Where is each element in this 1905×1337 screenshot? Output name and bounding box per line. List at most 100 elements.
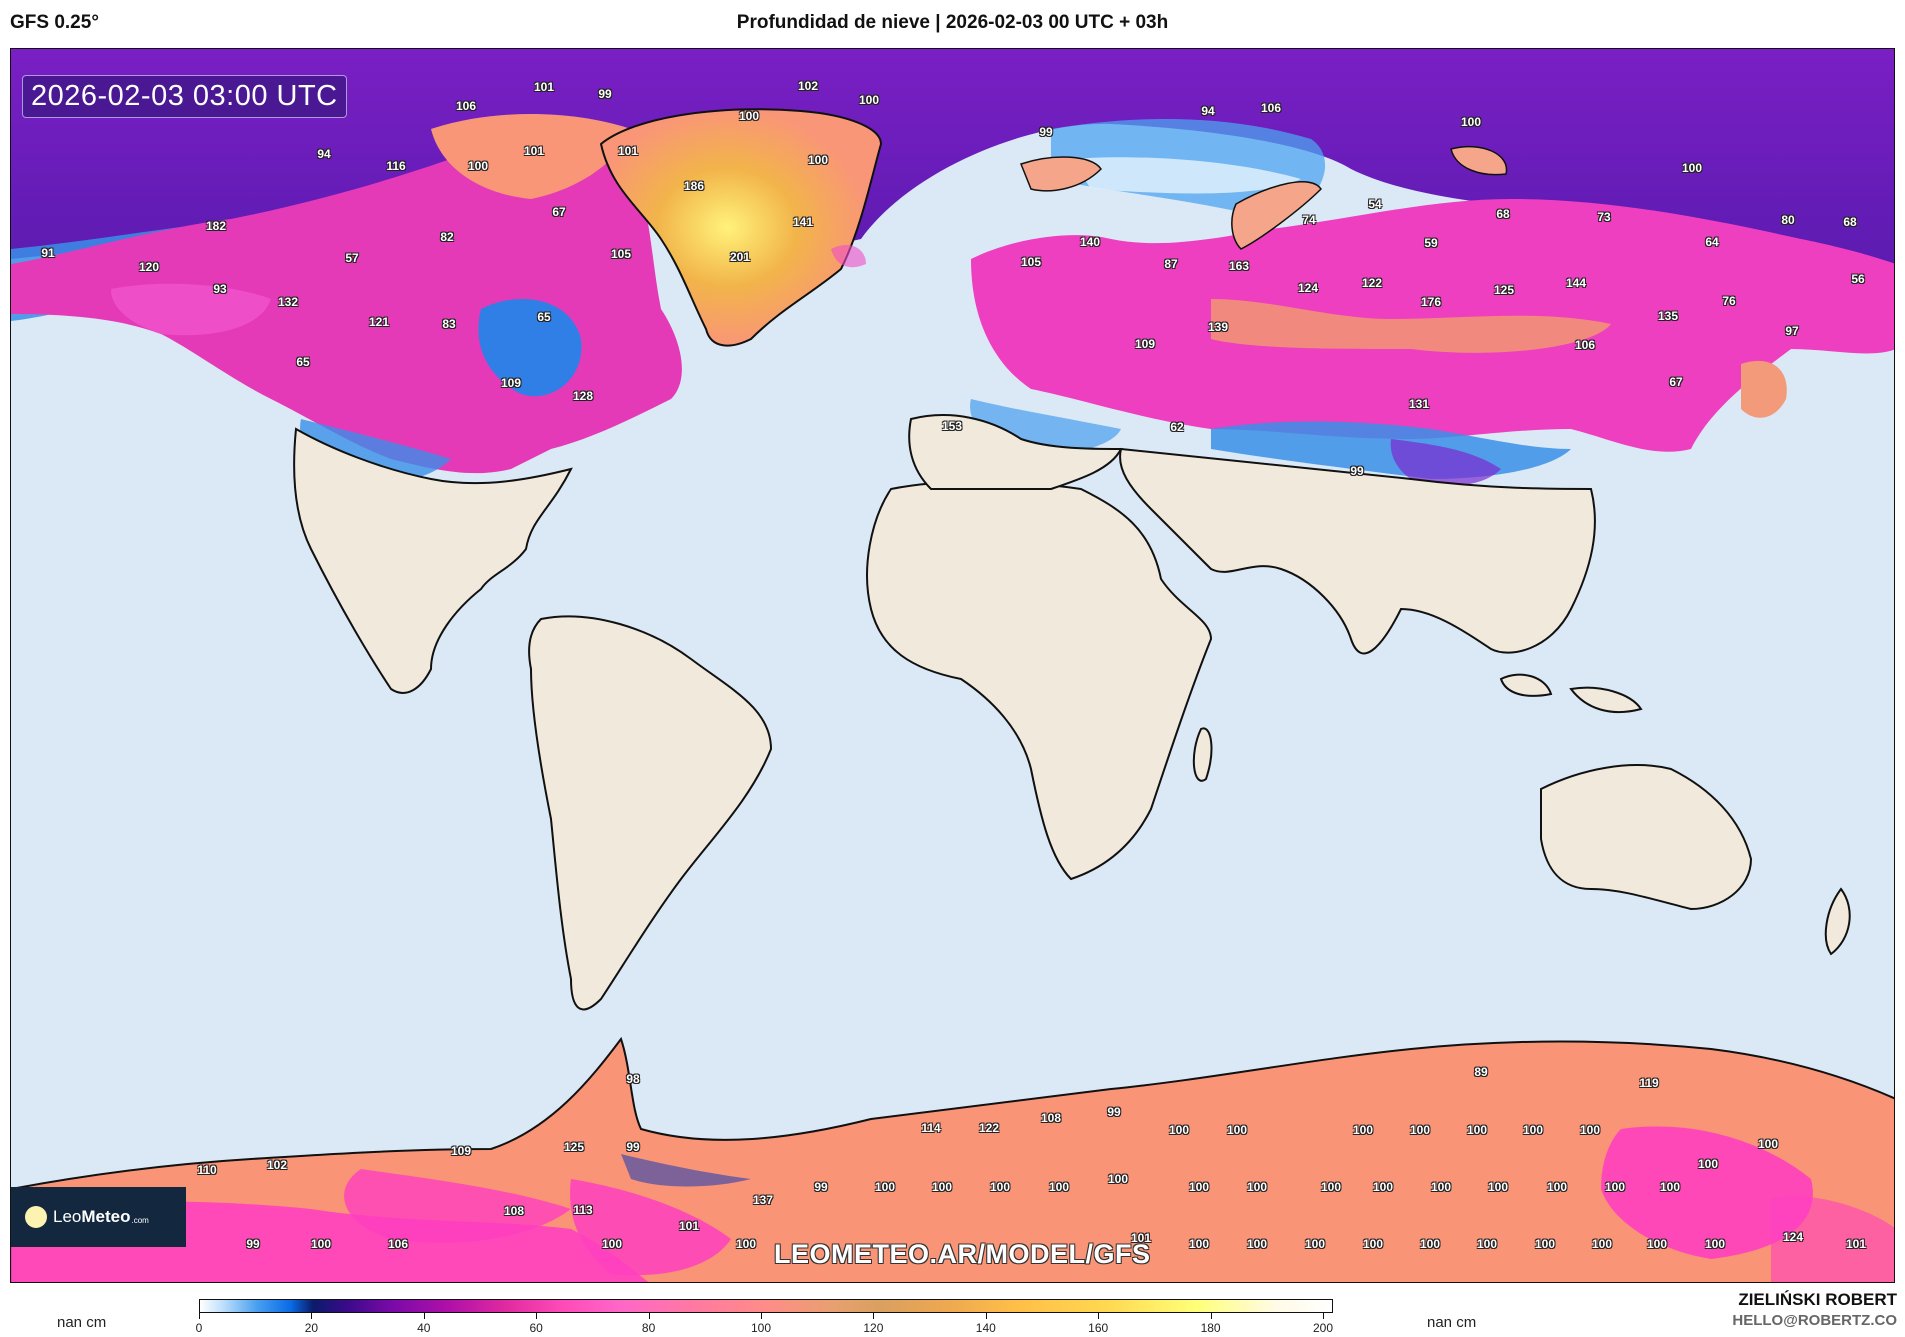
snow-depth-value-label: 144 bbox=[1565, 276, 1587, 290]
snow-depth-value-label: 100 bbox=[1757, 1137, 1779, 1151]
model-label: GFS 0.25° bbox=[10, 12, 99, 33]
snow-depth-value-label: 74 bbox=[1302, 213, 1316, 227]
snow-depth-value-label: 100 bbox=[1409, 1123, 1431, 1137]
snow-depth-value-label: 101 bbox=[678, 1219, 700, 1233]
logo-text-com: .com bbox=[131, 1215, 149, 1225]
snow-depth-value-label: 65 bbox=[537, 310, 551, 324]
snow-depth-value-label: 106 bbox=[455, 99, 477, 113]
snow-depth-value-label: 140 bbox=[1079, 235, 1101, 249]
snow-depth-value-label: 100 bbox=[931, 1180, 953, 1194]
snow-depth-value-label: 106 bbox=[1574, 338, 1596, 352]
snow-depth-value-label: 99 bbox=[246, 1237, 260, 1251]
snow-depth-value-label: 125 bbox=[1493, 283, 1515, 297]
snow-depth-value-label: 100 bbox=[1430, 1180, 1452, 1194]
author-email[interactable]: HELLO@ROBERTZ.CO bbox=[1732, 1312, 1897, 1329]
colorbar-tick-mark bbox=[873, 1313, 875, 1319]
snow-depth-value-label: 83 bbox=[442, 317, 456, 331]
snow-depth-value-label: 114 bbox=[921, 1121, 941, 1135]
snow-depth-value-label: 132 bbox=[277, 295, 299, 309]
colorbar-right-unit: nan cm bbox=[1427, 1314, 1477, 1331]
snow-depth-value-label: 100 bbox=[1107, 1172, 1129, 1186]
snow-depth-value-label: 100 bbox=[1460, 115, 1482, 129]
snow-depth-value-label: 100 bbox=[1320, 1180, 1342, 1194]
colorbar-tick-label: 140 bbox=[975, 1321, 996, 1335]
colorbar-tick-label: 0 bbox=[195, 1321, 203, 1335]
snow-depth-value-label: 100 bbox=[1476, 1237, 1498, 1251]
snow-depth-value-label: 68 bbox=[1843, 215, 1857, 229]
snow-depth-value-label: 100 bbox=[601, 1237, 623, 1251]
snow-depth-value-label: 99 bbox=[626, 1140, 640, 1154]
snow-depth-value-label: 101 bbox=[523, 144, 545, 158]
snow-depth-value-label: 137 bbox=[752, 1193, 774, 1207]
colorbar-tick-mark bbox=[1210, 1313, 1212, 1319]
snow-depth-value-label: 100 bbox=[1659, 1180, 1681, 1194]
snow-depth-value-label: 91 bbox=[41, 246, 55, 260]
snow-depth-value-label: 106 bbox=[1260, 101, 1282, 115]
snow-depth-value-label: 153 bbox=[941, 419, 963, 433]
snow-depth-value-label: 64 bbox=[1705, 235, 1719, 249]
snow-depth-value-label: 89 bbox=[1474, 1065, 1488, 1079]
logo-text-leo: Leo bbox=[53, 1207, 82, 1226]
snow-depth-value-label: 100 bbox=[1246, 1237, 1268, 1251]
snow-depth-value-label: 100 bbox=[1534, 1237, 1556, 1251]
snow-depth-value-label: 186 bbox=[683, 179, 705, 193]
snow-depth-value-label: 163 bbox=[1228, 259, 1250, 273]
source-watermark: LEOMETEO.AR/MODEL/GFS bbox=[774, 1239, 1151, 1269]
snow-depth-value-label: 99 bbox=[814, 1180, 828, 1194]
colorbar-tick-mark bbox=[311, 1313, 313, 1319]
snow-depth-value-label: 100 bbox=[1362, 1237, 1384, 1251]
snow-depth-value-label: 100 bbox=[310, 1237, 332, 1251]
snow-depth-value-label: 73 bbox=[1597, 210, 1611, 224]
colorbar-tick-label: 60 bbox=[529, 1321, 543, 1335]
snow-depth-value-label: 62 bbox=[1170, 420, 1184, 434]
colorbar-tick-label: 40 bbox=[417, 1321, 431, 1335]
colorbar bbox=[199, 1299, 1333, 1313]
snow-depth-value-label: 201 bbox=[729, 250, 751, 264]
snow-depth-value-label: 101 bbox=[1845, 1237, 1867, 1251]
snow-depth-value-label: 105 bbox=[1020, 255, 1042, 269]
snow-depth-value-label: 93 bbox=[213, 282, 227, 296]
snow-depth-value-label: 100 bbox=[1681, 161, 1703, 175]
snow-depth-value-label: 98 bbox=[626, 1072, 640, 1086]
snow-depth-value-label: 100 bbox=[1604, 1180, 1626, 1194]
snow-depth-value-label: 110 bbox=[197, 1163, 217, 1177]
snow-depth-value-label: 99 bbox=[1039, 125, 1053, 139]
snow-depth-value-label: 105 bbox=[610, 247, 632, 261]
snow-depth-value-label: 176 bbox=[1420, 295, 1442, 309]
snow-depth-value-label: 97 bbox=[1785, 324, 1799, 338]
snow-depth-value-label: 59 bbox=[1424, 236, 1438, 250]
valid-time-badge: 2026-02-03 03:00 UTC bbox=[22, 75, 347, 118]
colorbar-tick-label: 160 bbox=[1088, 1321, 1109, 1335]
snow-depth-value-label: 100 bbox=[1466, 1123, 1488, 1137]
snow-depth-value-label: 99 bbox=[598, 87, 612, 101]
snow-depth-value-label: 100 bbox=[1522, 1123, 1544, 1137]
snow-depth-value-label: 102 bbox=[266, 1158, 288, 1172]
snow-depth-value-label: 100 bbox=[467, 159, 489, 173]
leometeo-logo[interactable]: Leo Meteo .com bbox=[11, 1187, 186, 1247]
snow-depth-value-label: 87 bbox=[1164, 257, 1178, 271]
map-canvas bbox=[11, 49, 1894, 1282]
snow-depth-value-label: 100 bbox=[1697, 1157, 1719, 1171]
colorbar-tick-mark bbox=[985, 1313, 987, 1319]
snow-depth-value-label: 76 bbox=[1722, 294, 1736, 308]
colorbar-tick-label: 20 bbox=[304, 1321, 319, 1335]
snow-depth-value-label: 100 bbox=[1419, 1237, 1441, 1251]
snow-depth-value-label: 94 bbox=[317, 147, 331, 161]
snow-depth-value-label: 124 bbox=[1782, 1230, 1804, 1244]
snow-depth-value-label: 100 bbox=[1352, 1123, 1374, 1137]
snow-depth-value-label: 101 bbox=[1130, 1231, 1152, 1245]
snow-depth-value-label: 120 bbox=[138, 260, 160, 274]
snow-depth-value-label: 119 bbox=[1639, 1076, 1659, 1090]
snow-depth-value-label: 100 bbox=[874, 1180, 896, 1194]
snow-depth-value-label: 99 bbox=[1107, 1105, 1121, 1119]
snow-depth-value-label: 116 bbox=[386, 159, 406, 173]
colorbar-tick-mark bbox=[199, 1313, 200, 1319]
snow-depth-value-label: 122 bbox=[1361, 276, 1383, 290]
snow-depth-value-label: 122 bbox=[978, 1121, 1000, 1135]
snow-depth-value-label: 135 bbox=[1657, 309, 1679, 323]
author-name: ZIELIŃSKI ROBERT bbox=[1738, 1290, 1897, 1309]
snow-depth-value-label: 82 bbox=[440, 230, 454, 244]
snow-depth-value-label: 100 bbox=[1168, 1123, 1190, 1137]
snow-depth-value-label: 125 bbox=[563, 1140, 585, 1154]
snow-depth-value-label: 57 bbox=[345, 251, 359, 265]
